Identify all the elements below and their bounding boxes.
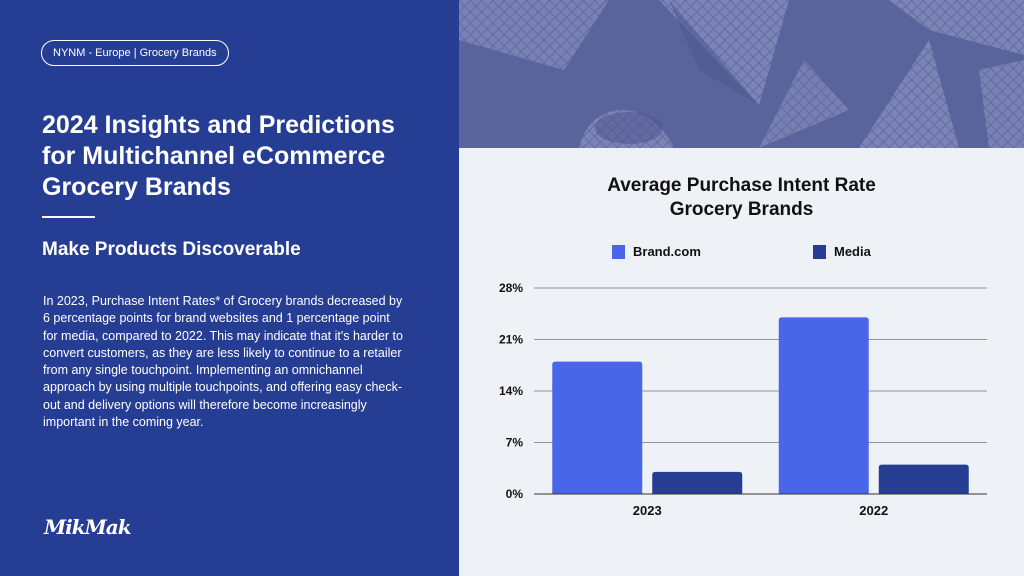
section-subtitle: Make Products Discoverable bbox=[42, 239, 301, 260]
legend-item-media: Media bbox=[813, 244, 871, 259]
y-tick-label: 0% bbox=[506, 487, 524, 501]
waffle-cones-image bbox=[459, 0, 1024, 148]
chart-title: Average Purchase Intent Rate Grocery Bra… bbox=[459, 174, 1024, 222]
y-tick-label: 28% bbox=[499, 281, 523, 295]
y-tick-label: 7% bbox=[506, 436, 524, 450]
legend-swatch-media bbox=[813, 244, 826, 259]
mikmak-logo: MikMak bbox=[44, 515, 132, 539]
chart-panel: Average Purchase Intent Rate Grocery Bra… bbox=[459, 148, 1024, 576]
chart-title-line-1: Average Purchase Intent Rate bbox=[607, 175, 876, 196]
legend-swatch-brand bbox=[612, 244, 625, 259]
bar-brand-com-2022 bbox=[778, 317, 869, 494]
y-tick-label: 14% bbox=[499, 384, 523, 398]
title-divider bbox=[42, 216, 95, 218]
bar-media-2023 bbox=[652, 471, 743, 494]
body-paragraph: In 2023, Purchase Intent Rates* of Groce… bbox=[43, 294, 403, 430]
x-tick-label: 2022 bbox=[859, 503, 888, 518]
bar-chart: 0% 7% 14% 21% 28% 2023 2022 bbox=[499, 281, 987, 518]
page-title: 2024 Insights and Predictions for Multic… bbox=[42, 111, 395, 201]
legend-label-brand: Brand.com bbox=[633, 244, 701, 259]
y-tick-label: 21% bbox=[499, 333, 523, 347]
info-panel: NYNM - Europe | Grocery Brands 2024 Insi… bbox=[0, 0, 459, 576]
chart-title-line-2: Grocery Brands bbox=[669, 199, 814, 220]
legend-item-brand: Brand.com bbox=[612, 244, 701, 259]
x-tick-label: 2023 bbox=[633, 503, 662, 518]
bar-media-2022 bbox=[878, 464, 969, 494]
legend-label-media: Media bbox=[834, 244, 871, 259]
bar-brand-com-2023 bbox=[552, 361, 643, 494]
category-badge: NYNM - Europe | Grocery Brands bbox=[41, 40, 229, 66]
